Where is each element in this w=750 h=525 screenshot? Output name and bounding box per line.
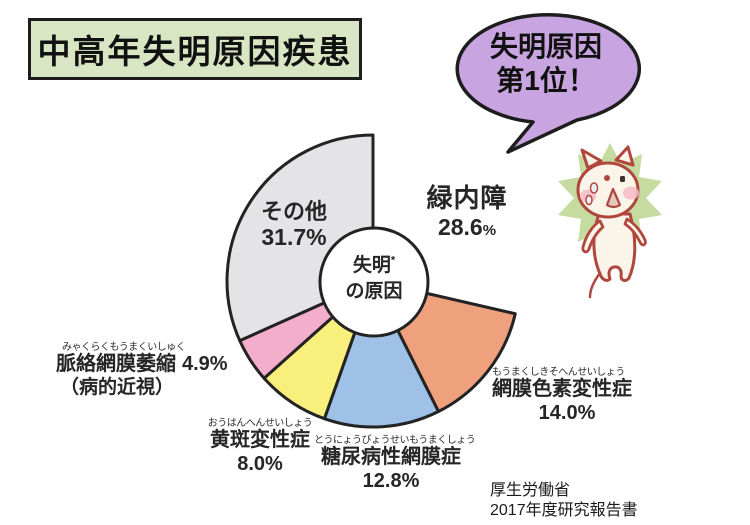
choroidal-note: （病的近視） [60,377,175,398]
label-glaucoma: 緑内障 28.6% [397,183,537,241]
glaucoma-percent: 28.6% [437,213,497,240]
label-pie-center: 失明* の原因 [324,253,424,304]
source-line1: 厚生労働省 [490,482,571,499]
label-macular-degeneration: おうはんへんせいしょう 黄斑変性症 8.0% [200,418,320,476]
cat-right-eye [620,176,625,182]
macular-name: 黄斑変性症 [210,429,310,451]
page-title: 中高年失明原因疾患 [37,33,353,70]
speech-bubble-line1: 失明原因 [489,31,602,62]
label-chorioretinal-atrophy: みゃくらくもうまくいしゅく 脈絡網膜萎縮 4.9% （病的近視） [56,342,266,400]
cat-tear-drop-1 [589,182,599,194]
label-diabetic-retinopathy: とうにょうびょうせいもうまくしょう 糖尿病性網膜症 12.8% [314,435,476,493]
center-sub-text: の原因 [345,280,403,302]
cat-left-arm [581,219,605,254]
retinitis-percent: 14.0% [538,402,596,424]
speech-bubble-text: 失明原因 第1位！ [463,30,629,98]
source-credit: 厚生労働省 2017年度研究報告書 [490,481,638,521]
diabetic-name: 糖尿病性網膜症 [321,446,461,468]
macular-furigana: おうはんへんせいしょう [207,418,313,429]
label-other: その他 31.7% [235,199,353,251]
diabetic-furigana: とうにょうびょうせいもうまくしょう [314,435,476,446]
cat-right-ear [614,145,635,167]
other-name: その他 [260,199,327,224]
cat-tear-drop-2 [585,194,593,206]
choroidal-percent: 4.9% [182,353,228,375]
speech-bubble-shape [455,13,641,154]
cat-right-cheek [623,186,639,200]
other-percent: 31.7% [261,224,327,251]
cat-mouth [605,187,622,209]
retinitis-name: 網膜色素変性症 [492,378,632,400]
speech-bubble-line2: 第1位！ [496,65,596,97]
label-retinitis-pigmentosa: もうまくしきそへんせいしょう 網膜色素変性症 14.0% [492,367,644,425]
center-main-text: 失明* [352,254,396,276]
cat-left-eye [604,175,610,181]
choroidal-furigana: みゃくらくもうまくいしゅく [62,342,186,353]
cat-tail [588,271,602,299]
source-line2: 2017年度研究報告書 [490,502,638,519]
pie-slice-diabetic-retinopathy [322,279,440,429]
macular-percent: 8.0% [237,453,283,475]
pie-center-circle [318,226,430,338]
title-box: 中高年失明原因疾患 [28,18,362,80]
glaucoma-name: 緑内障 [426,183,508,213]
retinitis-furigana: もうまくしきそへんせいしょう [492,367,625,378]
asterisk-mark: * [390,254,396,267]
crying-cat-illustration [558,143,662,299]
diabetic-percent: 12.8% [362,470,420,492]
cat-right-arm [623,217,647,247]
choroidal-name: 脈絡網膜萎縮 4.9% [56,353,228,375]
